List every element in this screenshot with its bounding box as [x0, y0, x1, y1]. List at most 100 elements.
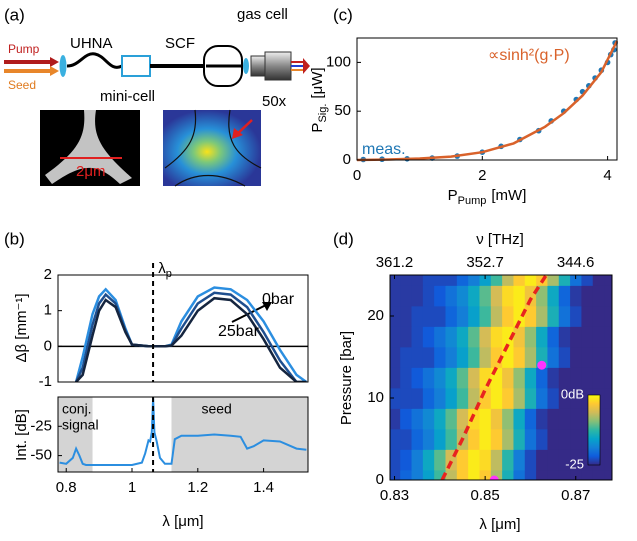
y-tick-label: 0 [376, 471, 384, 488]
heatmap-cell [456, 275, 469, 286]
heatmap-cell [422, 285, 435, 307]
heatmap-cell [411, 449, 424, 471]
y-tick-label: 2 [44, 266, 52, 283]
heatmap-cell [547, 387, 560, 409]
heatmap-cell [490, 449, 503, 471]
label-part: Pump [458, 195, 487, 207]
heatmap-cell [434, 305, 447, 327]
heatmap-cell [513, 275, 526, 286]
heatmap-cell [400, 449, 413, 471]
heatmap-cell [422, 428, 435, 450]
heatmap-cell [422, 367, 435, 389]
axis-label: Int. [dB] [13, 409, 30, 461]
heatmap-cell [581, 326, 594, 348]
heatmap-cell [570, 428, 583, 450]
output-arrowhead [303, 58, 310, 74]
axis-label: λ [μm] [162, 513, 203, 530]
heatmap-cell [490, 469, 503, 480]
heatmap-cell [411, 408, 424, 430]
heatmap-cell [390, 408, 401, 430]
heatmap-cell [400, 469, 413, 480]
heatmap-cell [604, 367, 612, 389]
heatmap-cell [524, 285, 537, 307]
heatmap-cell [513, 449, 526, 471]
objective [264, 51, 292, 81]
marker-point [489, 475, 499, 480]
heatmap-cell [604, 326, 612, 348]
y-tick-label: 20 [367, 307, 384, 324]
heatmap-cell [547, 285, 560, 307]
heatmap-cell [570, 326, 583, 348]
uhna-fiber [66, 52, 123, 69]
heatmap-cell [479, 275, 492, 286]
heatmap-cell [592, 469, 605, 480]
heatmap-cell [536, 387, 549, 409]
heatmap-cell [581, 275, 594, 286]
heatmap-cell [592, 367, 605, 389]
heatmap-cell [513, 326, 526, 348]
heatmap-cell [592, 285, 605, 307]
heatmap-cell [468, 367, 481, 389]
heatmap-cell [468, 305, 481, 327]
heatmap-cell [524, 346, 537, 368]
y-tick-label: 50 [334, 102, 351, 119]
y-tick-label: 100 [326, 53, 351, 70]
heatmap-cell [615, 470, 627, 491]
heatmap-cell [422, 449, 435, 471]
heatmap-cell [570, 305, 583, 327]
heatmap-cell [513, 469, 526, 480]
heatmap-cell [479, 408, 492, 430]
heatmap-cell [615, 449, 627, 470]
heatmap-cell [479, 367, 492, 389]
heatmap-cell [456, 326, 469, 348]
heatmap-cell [422, 326, 435, 348]
heatmap-cell [536, 469, 549, 480]
heatmap-cell [411, 367, 424, 389]
scale-bar-label: 2μm [76, 163, 105, 180]
heatmap-cell [592, 326, 605, 348]
heatmap-cell [422, 346, 435, 368]
heatmap-cell [581, 469, 594, 480]
heatmap-cell [400, 387, 413, 409]
heatmap-cell [400, 305, 413, 327]
series-label: meas. [362, 141, 406, 158]
heatmap-cell [558, 285, 571, 307]
heatmap-cell [547, 346, 560, 368]
axis-label: λ [μm] [479, 516, 520, 533]
heatmap-cell [390, 326, 401, 348]
heatmap-cell [536, 367, 549, 389]
x-tick-label: 0.83 [380, 487, 409, 504]
heatmap-cell [411, 469, 424, 480]
heatmap-cell [524, 449, 537, 471]
seed-arrowhead [50, 66, 59, 76]
heatmap-cell [400, 275, 413, 286]
heatmap-cell [524, 428, 537, 450]
axis-label: Pressure [bar] [338, 331, 355, 425]
heatmap-cell [615, 265, 627, 286]
heatmap-cell [445, 305, 458, 327]
heatmap-cell [547, 408, 560, 430]
heatmap-cell [604, 469, 612, 480]
label-part: Sig. [317, 104, 329, 123]
heatmap-cell [524, 326, 537, 348]
heatmap-cell [411, 285, 424, 307]
heatmap-cell [558, 469, 571, 480]
heatmap-cell [411, 387, 424, 409]
heatmap-cell [422, 387, 435, 409]
heatmap-cell [570, 408, 583, 430]
heatmap-cell [400, 408, 413, 430]
heatmap-cell [536, 408, 549, 430]
panel-label: (d) [333, 229, 354, 248]
heatmap-cell [570, 285, 583, 307]
heatmap-cell [479, 326, 492, 348]
heatmap-cell [502, 305, 515, 327]
heatmap-cell [604, 387, 612, 409]
heatmap-cell [456, 367, 469, 389]
heatmap-cell [490, 367, 503, 389]
heatmap-cell [422, 469, 435, 480]
heatmap-cell [558, 408, 571, 430]
heatmap-cell [570, 275, 583, 286]
heatmap-cell [604, 346, 612, 368]
plot-frame [57, 274, 309, 383]
fiber-label: SCF [165, 35, 195, 52]
